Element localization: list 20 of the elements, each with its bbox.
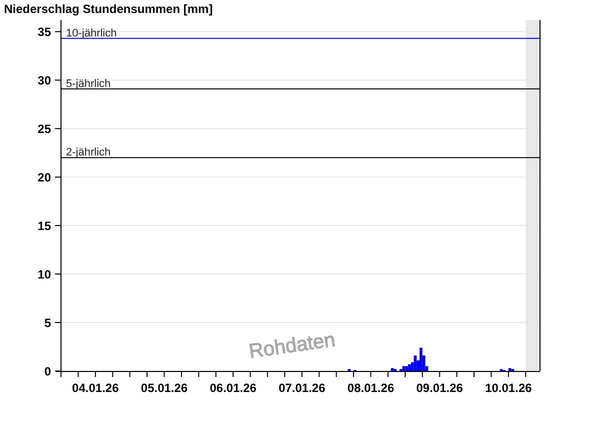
ref-line-label: 10-jährlich bbox=[66, 27, 117, 40]
y-tick-label: 20 bbox=[38, 170, 52, 185]
y-tick-label: 10 bbox=[38, 268, 52, 282]
x-tick-label: 08.01.26 bbox=[347, 381, 394, 395]
y-tick-label: 30 bbox=[38, 74, 52, 88]
x-tick-label: 10.01.26 bbox=[485, 381, 532, 395]
x-tick-label: 04.01.26 bbox=[72, 381, 120, 395]
y-tick-label: 0 bbox=[44, 364, 52, 378]
ref-line-label: 2-jährlich bbox=[66, 146, 111, 159]
y-tick-label: 5 bbox=[44, 316, 52, 330]
x-tick-label: 05.01.26 bbox=[140, 381, 188, 395]
y-tick-label: 25 bbox=[38, 122, 52, 136]
x-tick-label: 09.01.26 bbox=[416, 381, 464, 395]
y-tick-label: 35 bbox=[38, 25, 52, 40]
x-tick-label: 06.01.26 bbox=[210, 381, 257, 395]
ref-line-label: 5-jährlich bbox=[66, 78, 111, 90]
chart-title: Niederschlag Stundensummen [mm] bbox=[4, 2, 213, 16]
x-tick-label: 07.01.26 bbox=[278, 381, 326, 395]
y-tick-label: 15 bbox=[38, 219, 52, 234]
annotation: Rohdaten bbox=[248, 329, 337, 363]
